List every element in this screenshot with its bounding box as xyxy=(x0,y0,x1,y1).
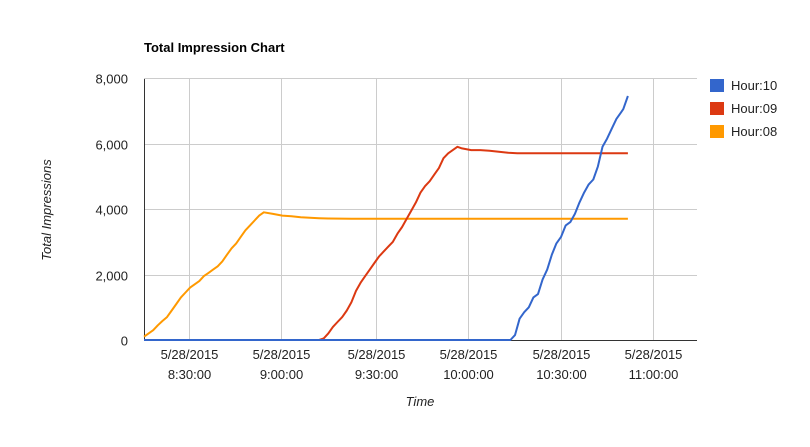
x-tick-date-label: 5/28/2015 xyxy=(440,347,498,362)
x-axis-title: Time xyxy=(406,394,435,409)
x-tick-time-label: 10:00:00 xyxy=(443,367,494,382)
x-tick-date-label: 5/28/2015 xyxy=(348,347,406,362)
y-tick-label: 4,000 xyxy=(95,203,128,218)
legend-swatch xyxy=(710,79,724,92)
legend[interactable]: Hour:10 Hour:09 Hour:08 xyxy=(710,78,777,139)
legend-label: Hour:08 xyxy=(731,124,777,139)
x-tick-time-label: 10:30:00 xyxy=(536,367,587,382)
series-lines xyxy=(143,95,629,341)
legend-item[interactable]: Hour:10 xyxy=(710,78,777,93)
x-tick-time-label: 8:30:00 xyxy=(168,367,211,382)
x-tick-date-label: 5/28/2015 xyxy=(533,347,591,362)
x-tick-date-label: 5/28/2015 xyxy=(253,347,311,362)
x-tick-time-label: 11:00:00 xyxy=(629,367,679,382)
y-tick-label: 8,000 xyxy=(95,72,128,87)
x-tick-time-label: 9:00:00 xyxy=(260,367,303,382)
legend-item[interactable]: Hour:08 xyxy=(710,124,777,139)
legend-label: Hour:09 xyxy=(731,101,777,116)
y-tick-label: 0 xyxy=(121,334,128,349)
x-tick-date-label: 5/28/2015 xyxy=(161,347,219,362)
legend-swatch xyxy=(710,125,724,138)
legend-label: Hour:10 xyxy=(731,78,777,93)
legend-item[interactable]: Hour:09 xyxy=(710,101,777,116)
x-axis-ticks: 5/28/2015 8:30:00 5/28/2015 9:00:00 5/28/201… xyxy=(161,347,683,382)
y-axis-ticks: 0 2,000 4,000 6,000 8,000 xyxy=(95,72,128,349)
series-line-hour-08[interactable] xyxy=(143,211,628,338)
y-axis-title: Total Impressions xyxy=(39,159,54,261)
gridlines xyxy=(144,78,697,340)
x-tick-date-label: 5/28/2015 xyxy=(625,347,683,362)
series-line-hour-09[interactable] xyxy=(144,145,628,341)
chart-title: Total Impression Chart xyxy=(144,40,285,55)
y-tick-label: 6,000 xyxy=(95,138,128,153)
series-line-hour-10[interactable] xyxy=(144,95,629,341)
y-tick-label: 2,000 xyxy=(95,269,128,284)
x-tick-time-label: 9:30:00 xyxy=(355,367,398,382)
legend-swatch xyxy=(710,102,724,115)
